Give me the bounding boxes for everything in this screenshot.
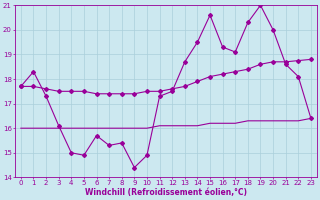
X-axis label: Windchill (Refroidissement éolien,°C): Windchill (Refroidissement éolien,°C) xyxy=(85,188,247,197)
